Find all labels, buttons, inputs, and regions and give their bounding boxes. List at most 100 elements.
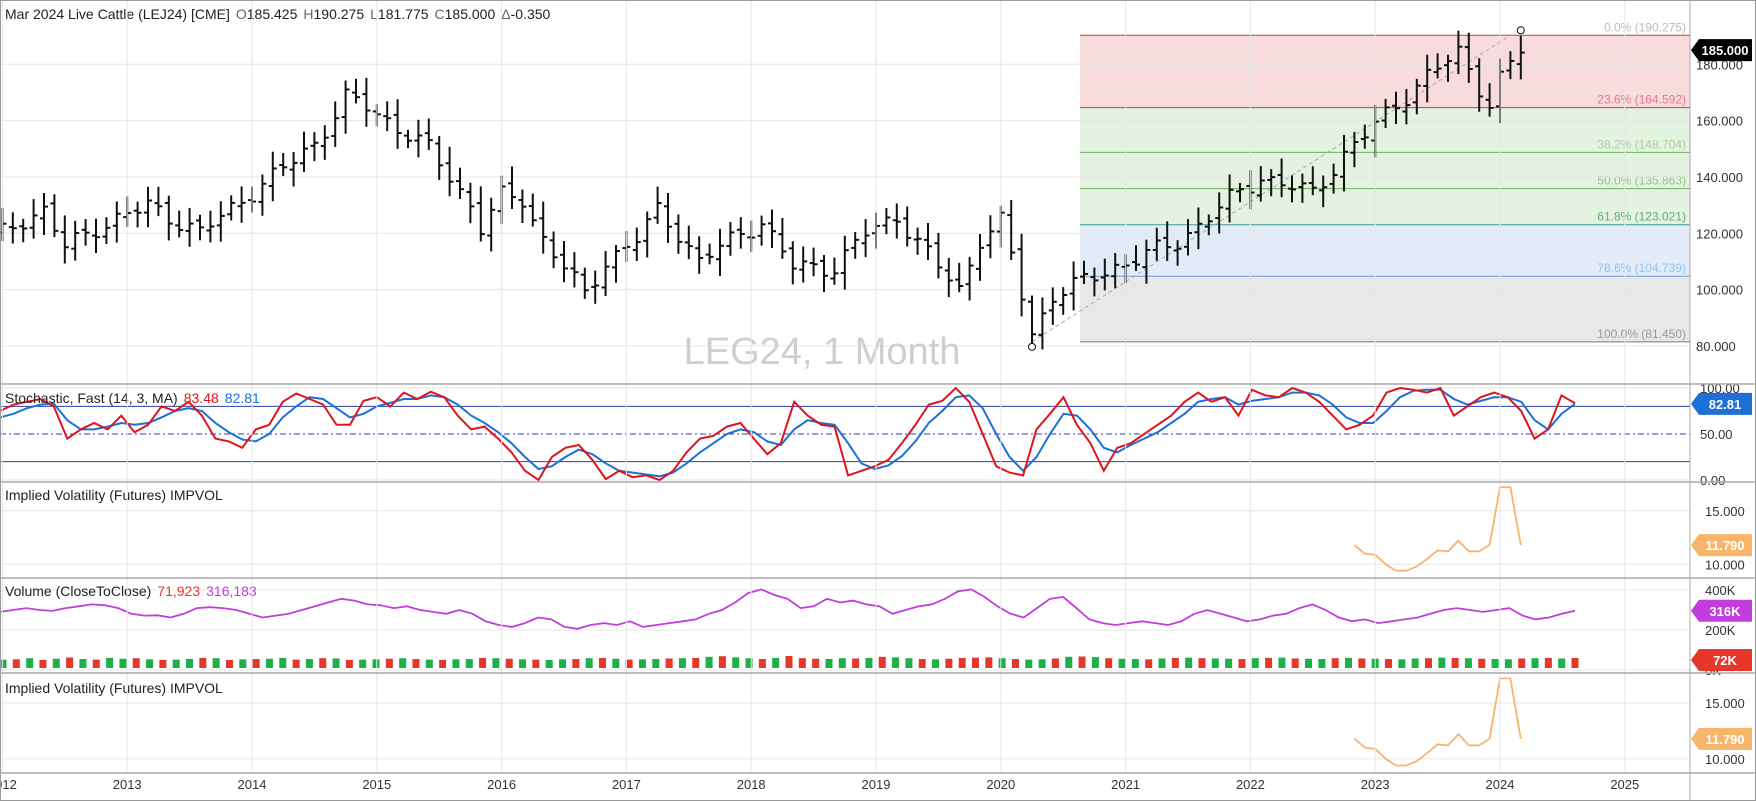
- ohlc-bar: [1308, 166, 1317, 196]
- x-tick-label: 2020: [986, 777, 1015, 792]
- volume-bar: [718, 656, 726, 668]
- volume-bar: [305, 659, 313, 668]
- ohlc-bar: [570, 252, 579, 288]
- ohlc-bar: [1360, 124, 1369, 149]
- ohlc-bar: [934, 232, 943, 279]
- ohlc-bar: [695, 236, 704, 274]
- volume-bar: [132, 658, 140, 668]
- volume-bar: [412, 659, 420, 668]
- fib-zone: [1080, 188, 1690, 225]
- volume-bar: [1198, 658, 1206, 668]
- volume-bar: [1384, 659, 1392, 668]
- volume-bar: [385, 658, 393, 668]
- volume-bar: [199, 657, 207, 668]
- ohlc-bar: [71, 220, 80, 261]
- volume-bar: [1158, 658, 1166, 668]
- volume-bar: [825, 659, 833, 668]
- iv-y-tick: 10.000: [1705, 557, 1745, 572]
- impvol-panel-1: 15.000 10.000: [0, 486, 1745, 572]
- impvol-1-badge-shape: [1691, 534, 1752, 557]
- volume-bar: [26, 658, 34, 668]
- ohlc-bar: [861, 219, 870, 258]
- volume-bar: [465, 659, 473, 668]
- volume-bar: [812, 658, 820, 668]
- volume-bar: [678, 658, 686, 668]
- volume-bar: [798, 658, 806, 668]
- ohlc-bar: [580, 267, 589, 299]
- stoch-y-tick: 50.00: [1700, 427, 1733, 442]
- volume-bar: [146, 659, 154, 668]
- volume-badge: 72K: [1691, 649, 1752, 671]
- volume-bar: [265, 658, 273, 668]
- volume-bar: [532, 659, 540, 668]
- volume-bar: [1251, 658, 1259, 668]
- volume-value: 71,923: [157, 583, 200, 599]
- ohlc-bar: [341, 80, 350, 134]
- volume-bar: [505, 658, 513, 668]
- ohlc-bar: [976, 233, 984, 281]
- impvol-panel-2: 15.000 10.000: [0, 677, 1745, 767]
- volume-bar: [1518, 658, 1526, 668]
- x-tick-label: 2024: [1486, 777, 1515, 792]
- x-tick-label: 2021: [1111, 777, 1140, 792]
- ohlc-bar: [539, 201, 548, 254]
- low-value: 181.775: [378, 6, 429, 22]
- price-y-tick: 120.000: [1696, 226, 1743, 241]
- ohlc-bar: [653, 186, 662, 224]
- volume-y-tick: 400K: [1705, 583, 1736, 598]
- volume-bar: [1345, 657, 1353, 668]
- volume-bar: [1038, 659, 1046, 668]
- volume-bar: [425, 659, 433, 668]
- ohlc-bar: [736, 217, 745, 249]
- impvol-2-badge-shape: [1691, 727, 1752, 750]
- ohlc-bar: [206, 210, 215, 243]
- volume-bar: [1571, 657, 1579, 668]
- volume-bar: [598, 657, 606, 668]
- x-tick-label: 2014: [238, 777, 267, 792]
- volume-bar: [186, 658, 194, 668]
- ohlc-bar: [1204, 214, 1213, 236]
- volume-bar: [745, 658, 753, 668]
- ohlc-bar: [518, 189, 527, 224]
- ohlc-bar: [175, 210, 184, 238]
- ohlc-bar: [508, 166, 516, 210]
- ohlc-bar: [8, 212, 17, 244]
- ohlc-bar: [1402, 88, 1411, 125]
- ohlc-bar: [820, 254, 828, 293]
- ohlc-bar: [778, 218, 787, 259]
- volume-bar: [945, 658, 953, 668]
- low-label: L: [370, 6, 378, 22]
- high-label: H: [303, 6, 313, 22]
- ohlc-bar: [560, 241, 568, 283]
- volume-bar: [1171, 657, 1179, 668]
- volume-bar: [932, 659, 940, 668]
- ohlc-bar: [549, 231, 558, 269]
- ohlc-bar: [903, 206, 912, 247]
- ohlc-bar: [913, 227, 922, 255]
- ohlc-bar: [393, 99, 402, 149]
- ohlc-bar: [1288, 175, 1296, 203]
- impvol-2-badge-text: 11.790: [1705, 732, 1744, 747]
- volume-bar: [519, 659, 527, 668]
- ohlc-bar: [1464, 32, 1473, 83]
- volume-bar: [625, 659, 633, 668]
- volume-bar: [732, 657, 740, 668]
- ohlc-bar: [788, 241, 797, 285]
- ohlc-bar: [476, 186, 485, 242]
- ohlc-bar: [227, 195, 236, 221]
- iv-y-tick: 15.000: [1705, 504, 1745, 519]
- volume-bar: [1265, 657, 1273, 668]
- volume-bar: [1558, 658, 1566, 668]
- stoch-d-line: [0, 388, 1576, 478]
- volume-bar: [12, 659, 20, 668]
- volume-bar: [1464, 658, 1472, 668]
- ohlc-bar: [362, 77, 371, 127]
- x-tick-label: 2018: [737, 777, 766, 792]
- volume-bar: [52, 658, 60, 668]
- ohlc-bar: [185, 207, 194, 247]
- ohlc-bar: [1173, 240, 1182, 266]
- fib-zone: [1080, 276, 1690, 342]
- ohlc-bar: [29, 199, 38, 239]
